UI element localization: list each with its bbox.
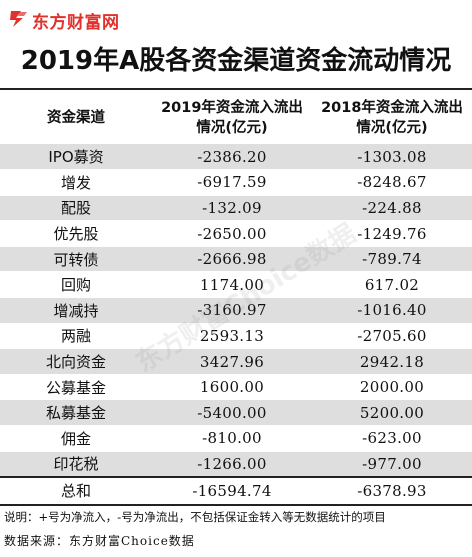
data-source: 数据来源：东方财富Choice数据 [4,534,195,548]
brand-header: 东方财富网 [0,0,472,36]
table-row: 两融 2593.13 -2705.60 [0,323,472,350]
row-value-2018: -2705.60 [312,323,472,350]
total-label: 总和 [0,475,152,506]
row-channel: 可转债 [0,246,152,273]
table-row: 配股 -132.09 -224.88 [0,195,472,222]
row-value-2018: -1016.40 [312,297,472,324]
footnote: 说明：+号为净流入，-号为净流出，不包括保证金转入等无数据统计的项目 [4,510,386,524]
table-row: 可转债 -2666.98 -789.74 [0,246,472,273]
page-title: 2019年A股各资金渠道资金流动情况 [20,46,452,76]
row-channel: 增发 [0,169,152,196]
table-row: 北向资金 3427.96 2942.18 [0,348,472,375]
row-value-2018: -1303.08 [312,144,472,171]
row-channel: 佣金 [0,425,152,452]
row-channel: 北向资金 [0,348,152,375]
row-value-2018: -789.74 [312,246,472,273]
row-value-2019: -2650.00 [152,220,312,247]
row-value-2018: -977.00 [312,451,472,478]
total-2019: -16594.74 [152,475,312,506]
brand-name: 东方财富网 [32,13,120,33]
row-channel: 优先股 [0,220,152,247]
table-row: 公募基金 1600.00 2000.00 [0,374,472,401]
table-row: 优先股 -2650.00 -1249.76 [0,220,472,247]
eastmoney-logo-icon [10,11,27,27]
table-row: 增发 -6917.59 -8248.67 [0,169,472,196]
row-value-2019: -810.00 [152,425,312,452]
table-row: 增减持 -3160.97 -1016.40 [0,297,472,324]
row-channel: 公募基金 [0,374,152,401]
row-value-2019: -2666.98 [152,246,312,273]
row-value-2019: -2386.20 [152,144,312,171]
row-value-2019: -3160.97 [152,297,312,324]
row-value-2019: 1174.00 [152,271,312,299]
row-value-2018: -1249.76 [312,220,472,247]
row-value-2019: 1600.00 [152,374,312,401]
row-value-2019: 2593.13 [152,323,312,350]
fund-flow-table: 资金渠道 2019年资金流入流出情况(亿元) 2018年资金流入流出情况(亿元)… [0,92,472,506]
row-channel: 回购 [0,271,152,299]
row-channel: 配股 [0,195,152,222]
table-row: 回购 1174.00 617.02 [0,271,472,299]
row-channel: 两融 [0,323,152,350]
row-value-2018: 5200.00 [312,399,472,427]
row-value-2018: -8248.67 [312,169,472,196]
row-value-2019: -6917.59 [152,169,312,196]
table-row: 印花税 -1266.00 -977.00 [0,451,472,478]
total-2018: -6378.93 [312,475,472,506]
row-channel: IPO募资 [0,144,152,171]
table-row: 佣金 -810.00 -623.00 [0,425,472,452]
row-value-2019: 3427.96 [152,348,312,375]
row-value-2018: -623.00 [312,425,472,452]
row-channel: 私募基金 [0,399,152,427]
header-2018: 2018年资金流入流出情况(亿元) [321,100,463,136]
header-2019: 2019年资金流入流出情况(亿元) [161,100,303,136]
row-value-2018: 2942.18 [312,348,472,375]
row-value-2019: -132.09 [152,195,312,222]
header-channel: 资金渠道 [47,110,105,126]
table-header-row: 资金渠道 2019年资金流入流出情况(亿元) 2018年资金流入流出情况(亿元) [0,92,472,144]
row-value-2018: -224.88 [312,195,472,222]
row-value-2019: -5400.00 [152,399,312,427]
total-row: 总和 -16594.74 -6378.93 [0,475,472,506]
table-row: 私募基金 -5400.00 5200.00 [0,399,472,427]
row-channel: 增减持 [0,297,152,324]
row-channel: 印花税 [0,451,152,478]
table-row: IPO募资 -2386.20 -1303.08 [0,144,472,171]
title-divider [0,88,472,90]
row-value-2018: 617.02 [312,271,472,299]
row-value-2018: 2000.00 [312,374,472,401]
row-value-2019: -1266.00 [152,451,312,478]
